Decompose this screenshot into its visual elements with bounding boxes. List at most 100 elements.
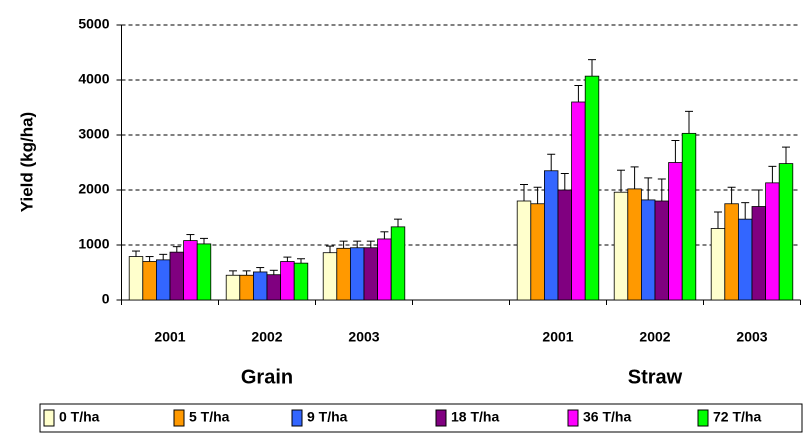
bar: [668, 162, 683, 301]
legend-label: 18 T/ha: [451, 409, 499, 425]
bar: [641, 199, 656, 301]
bar: [724, 203, 739, 301]
error-bar: [714, 211, 722, 229]
y-tick-label: 4000: [78, 71, 109, 87]
bar: [738, 218, 753, 301]
group-label: Straw: [628, 366, 683, 388]
error-bar: [533, 186, 542, 204]
y-tick-label: 2000: [78, 181, 109, 197]
bar: [765, 182, 780, 301]
error-bar: [644, 177, 653, 200]
error-bar: [671, 140, 680, 163]
bar: [613, 191, 629, 301]
bar: [225, 274, 241, 301]
error-bar: [242, 270, 251, 276]
bar: [155, 259, 171, 301]
error-bar: [186, 234, 195, 241]
bar: [349, 247, 365, 301]
error-bar: [727, 186, 736, 204]
y-tick-label: 1000: [78, 236, 109, 252]
error-bar: [172, 246, 181, 253]
bar: [571, 101, 586, 301]
legend-label: 9 T/ha: [307, 409, 348, 425]
legend-label: 72 T/ha: [713, 409, 761, 425]
error-bar: [617, 169, 625, 193]
bar: [778, 163, 794, 301]
error-bar: [326, 245, 334, 253]
error-bar: [547, 153, 556, 171]
error-bar: [132, 250, 140, 257]
bar: [183, 240, 198, 301]
error-bar: [560, 173, 569, 190]
bar: [516, 200, 532, 301]
error-bar: [520, 184, 528, 201]
x-tick-label: 2003: [736, 329, 767, 345]
error-bar: [229, 270, 237, 276]
bar: [142, 261, 157, 301]
error-bar: [768, 165, 777, 183]
bar: [377, 238, 392, 301]
bar: [252, 271, 268, 301]
error-bar: [782, 146, 790, 164]
group-label: Grain: [241, 366, 293, 388]
x-tick-label: 2002: [639, 329, 670, 345]
bar: [557, 189, 573, 301]
error-bar: [754, 189, 763, 207]
bar: [544, 170, 559, 301]
error-bar: [366, 240, 375, 248]
legend-box: [39, 403, 803, 433]
error-bar: [685, 110, 693, 134]
legend-swatch: [43, 409, 55, 427]
bar: [128, 256, 144, 301]
bar: [654, 200, 670, 301]
bar: [363, 247, 379, 301]
x-tick-label: 2003: [348, 329, 379, 345]
legend-swatch: [435, 409, 447, 427]
legend-swatch: [173, 409, 185, 427]
bar: [530, 203, 545, 301]
bar: [681, 132, 697, 301]
error-bar: [630, 166, 639, 189]
y-tick-label: 0: [102, 291, 110, 307]
legend-swatch: [567, 409, 579, 427]
bar: [627, 188, 642, 301]
error-bar: [145, 256, 154, 262]
error-bar: [588, 59, 596, 77]
legend-swatch: [291, 409, 303, 427]
x-tick-label: 2001: [154, 329, 185, 345]
legend-swatch: [697, 409, 709, 427]
bar: [336, 247, 351, 301]
bar: [751, 206, 767, 301]
error-bar: [159, 253, 168, 260]
error-bar: [269, 269, 278, 275]
error-bar: [380, 231, 389, 239]
bar: [169, 251, 185, 301]
bar: [390, 226, 406, 301]
y-tick-label: 5000: [78, 16, 109, 32]
y-axis-label: Yield (kg/ha): [17, 112, 36, 212]
error-bar: [283, 256, 292, 262]
legend-label: 5 T/ha: [189, 409, 230, 425]
y-tick-label: 3000: [78, 126, 109, 142]
x-tick-label: 2002: [251, 329, 282, 345]
bar: [710, 228, 726, 301]
x-tick-label: 2001: [542, 329, 573, 345]
bar: [293, 262, 309, 301]
bar: [584, 75, 600, 301]
error-bar: [574, 85, 583, 102]
error-bar: [256, 267, 265, 272]
error-bar: [353, 240, 362, 248]
bar: [196, 243, 212, 301]
bar: [322, 252, 338, 301]
legend-label: 0 T/ha: [59, 409, 100, 425]
error-bar: [339, 240, 348, 249]
error-bar: [657, 178, 666, 201]
legend-label: 36 T/ha: [583, 409, 631, 425]
error-bar: [200, 237, 208, 244]
error-bar: [394, 218, 402, 227]
bar: [280, 261, 295, 301]
error-bar: [741, 202, 750, 220]
bar: [239, 274, 254, 301]
